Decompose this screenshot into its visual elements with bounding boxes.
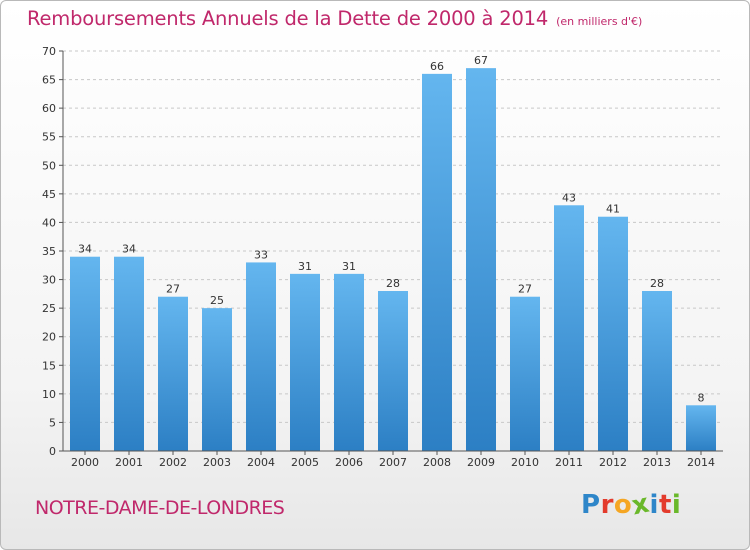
bar-2005 [290,273,320,451]
y-tick-label: 50 [42,159,56,172]
y-tick-label: 35 [42,245,56,258]
y-tick-label: 0 [49,445,56,458]
bar-2000 [70,256,100,451]
bar-2009 [466,68,496,452]
x-tick-label-2005: 2005 [291,456,319,469]
data-labels: 34 34 27 25 33 31 31 28 66 67 27 43 41 28 8 [78,54,705,404]
x-tick-label-2007: 2007 [379,456,407,469]
logo-letter: i [649,490,659,520]
bar-2014 [686,405,716,451]
data-label-2011: 43 [562,191,576,204]
bar-2013 [642,291,672,451]
bar-2012 [598,216,628,451]
commune-name: NOTRE-DAME-DE-LONDRES [35,497,285,519]
proxiti-logo: Proxiti [581,489,682,522]
x-tick-label-2002: 2002 [159,456,187,469]
bar-2004 [246,262,276,451]
logo-letter: o [613,490,633,520]
bar-2007 [378,291,408,451]
y-tick-label: 45 [42,188,56,201]
y-tick-label: 5 [49,416,56,429]
axes: 0 5 10 15 20 25 30 35 40 45 50 55 60 65 70 2000 2001 2002… [42,45,723,469]
data-label-2014: 8 [698,391,705,404]
y-tick-label: 30 [42,274,56,287]
logo-letter: t [658,490,672,520]
bar-2006 [334,273,364,451]
y-tick-label: 10 [42,388,56,401]
data-label-2012: 41 [606,203,620,216]
data-label-2002: 27 [166,283,180,296]
y-tick-label: 40 [42,216,56,229]
bar-2003 [202,308,232,451]
data-label-2006: 31 [342,260,356,273]
logo-letter: i [671,490,682,520]
logo-letter: P [581,490,601,520]
x-tick-label-2009: 2009 [467,456,495,469]
bar-2010 [510,296,540,451]
y-tick-label: 60 [42,102,56,115]
x-tick-label-2006: 2006 [335,456,363,469]
x-tick-label-2011: 2011 [555,456,583,469]
data-label-2013: 28 [650,277,664,290]
x-tick-label-2000: 2000 [71,456,99,469]
bar-2002 [158,296,188,451]
y-tick-label: 25 [42,302,56,315]
y-tick-label: 15 [42,359,56,372]
data-label-2001: 34 [122,243,136,256]
bar-2011 [554,205,584,451]
bars [70,68,716,452]
data-label-2005: 31 [298,260,312,273]
data-label-2007: 28 [386,277,400,290]
x-tick-label-2001: 2001 [115,456,143,469]
x-tick-label-2003: 2003 [203,456,231,469]
data-label-2003: 25 [210,294,224,307]
x-tick-label-2008: 2008 [423,456,451,469]
data-label-2009: 67 [474,54,488,67]
chart-title: Remboursements Annuels de la Dette de 20… [27,7,642,30]
chart-subtitle: (en milliers d'€) [556,15,643,28]
x-tick-label-2013: 2013 [643,456,671,469]
x-tick-label-2014: 2014 [687,456,715,469]
logo-letter: r [600,490,614,520]
data-label-2004: 33 [254,248,268,261]
y-tick-label: 70 [42,45,56,58]
x-tick-label-2012: 2012 [599,456,627,469]
x-tick-label-2004: 2004 [247,456,275,469]
bar-2001 [114,256,144,451]
bar-2008 [422,73,452,451]
data-label-2000: 34 [78,243,92,256]
data-label-2010: 27 [518,283,532,296]
y-tick-label: 20 [42,331,56,344]
data-label-2008: 66 [430,60,444,73]
x-tick-label-2010: 2010 [511,456,539,469]
title-text: Remboursements Annuels de la Dette de 20… [27,7,549,30]
y-tick-label: 55 [42,131,56,144]
y-tick-label: 65 [42,74,56,87]
